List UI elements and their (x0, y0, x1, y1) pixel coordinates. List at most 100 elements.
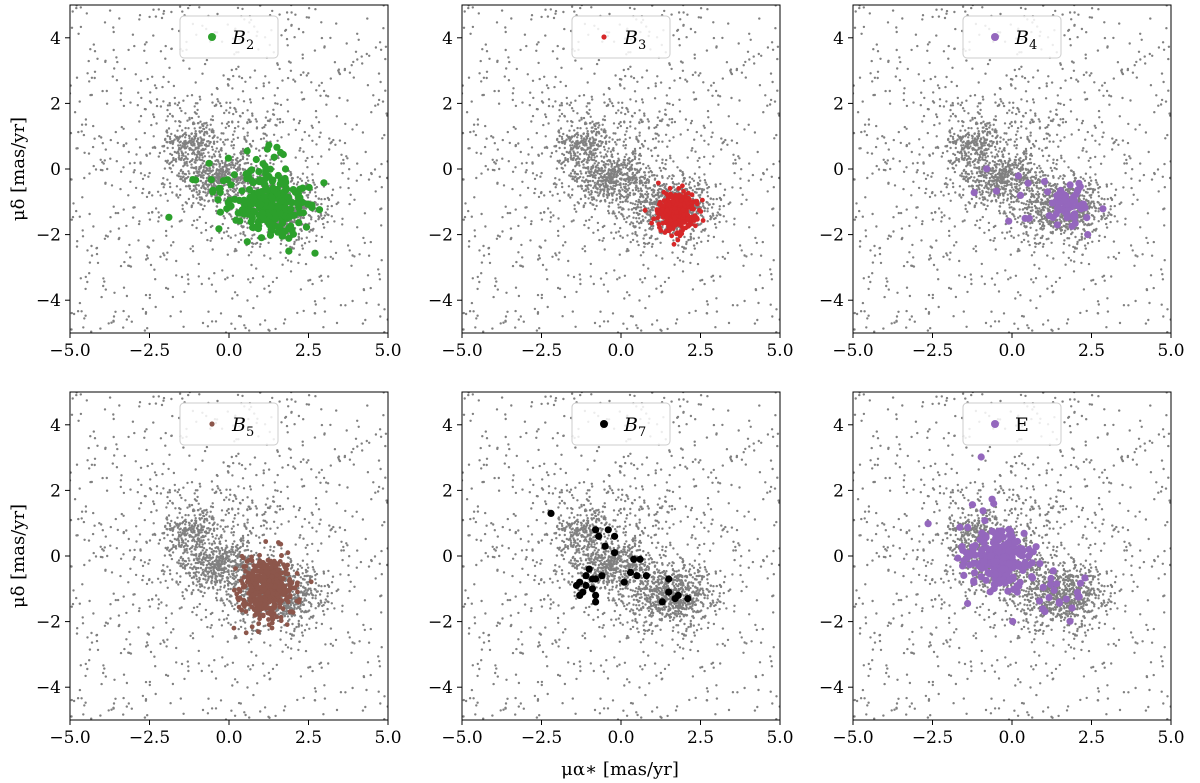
background-point (345, 155, 348, 158)
background-point (103, 237, 107, 240)
background-point (622, 196, 626, 199)
background-point (632, 206, 636, 210)
background-point (592, 140, 595, 144)
background-point (154, 278, 157, 281)
background-point (205, 183, 208, 186)
background-point (519, 194, 522, 197)
background-point (73, 111, 77, 114)
background-point (87, 152, 91, 155)
background-point (353, 198, 356, 201)
background-point (693, 138, 696, 141)
background-point (82, 133, 86, 137)
background-point (753, 131, 757, 134)
background-point (166, 251, 169, 254)
background-point (198, 130, 201, 133)
background-point (706, 207, 709, 210)
background-point (215, 209, 218, 213)
background-point (651, 201, 655, 204)
background-point (242, 100, 246, 103)
background-point (198, 126, 201, 129)
background-point (152, 239, 155, 242)
background-point (300, 179, 304, 182)
background-point (131, 33, 135, 36)
background-point (698, 176, 701, 179)
background-point (236, 178, 240, 182)
background-point (237, 98, 240, 101)
background-point (186, 273, 189, 276)
background-point (323, 197, 326, 201)
background-point (348, 168, 351, 171)
background-point (297, 232, 300, 236)
background-point (344, 122, 347, 126)
background-point (125, 251, 128, 254)
background-point (237, 176, 240, 180)
background-point (192, 149, 195, 152)
background-point (583, 245, 586, 248)
point-B2 (288, 226, 296, 234)
background-point (282, 322, 286, 325)
background-point (659, 195, 663, 198)
point-B2 (305, 183, 313, 192)
background-point (597, 145, 600, 148)
background-point (180, 275, 184, 279)
background-point (136, 104, 139, 107)
background-point (496, 234, 500, 237)
background-point (689, 238, 692, 241)
background-point (644, 184, 647, 187)
point-B2 (247, 199, 255, 208)
background-point (96, 261, 100, 265)
background-point (352, 76, 355, 79)
background-point (143, 131, 146, 135)
background-point (627, 187, 631, 190)
background-point (117, 227, 121, 230)
background-point (151, 146, 155, 149)
background-point (200, 186, 203, 190)
background-point (580, 118, 583, 121)
background-point (319, 131, 322, 134)
background-point (122, 309, 125, 313)
background-point (609, 169, 612, 172)
x-tick-label: 2.5 (295, 341, 322, 361)
background-point (379, 315, 382, 318)
background-point (619, 197, 622, 200)
background-point (139, 79, 143, 83)
background-point (610, 176, 613, 180)
background-point (361, 62, 364, 65)
background-point (353, 255, 356, 258)
background-point (634, 127, 637, 130)
background-point (692, 229, 695, 233)
background-point (109, 138, 113, 142)
background-point (227, 234, 230, 238)
background-point (252, 306, 255, 310)
background-point (115, 79, 119, 82)
background-point (242, 127, 245, 130)
background-point (644, 229, 647, 232)
background-point (633, 167, 636, 171)
y-tick-label: 2 (50, 94, 61, 114)
background-point (185, 157, 188, 160)
background-point (230, 166, 233, 169)
background-point (314, 195, 318, 198)
background-point (560, 135, 564, 139)
background-point (180, 219, 183, 222)
background-point (168, 140, 171, 144)
background-point (283, 318, 287, 321)
background-point (180, 156, 183, 160)
background-point (684, 182, 688, 185)
background-point (228, 162, 231, 166)
background-point (308, 191, 312, 194)
background-point (674, 322, 678, 325)
background-point (191, 250, 195, 253)
background-point (555, 254, 558, 257)
background-point (567, 137, 570, 140)
background-point (712, 214, 715, 217)
background-point (92, 124, 95, 128)
background-point (684, 247, 687, 250)
background-point (248, 98, 252, 101)
background-point (325, 94, 328, 97)
background-point (251, 245, 254, 248)
background-point (576, 185, 580, 188)
background-point (335, 202, 338, 206)
background-point (207, 140, 210, 143)
background-point (556, 159, 559, 163)
